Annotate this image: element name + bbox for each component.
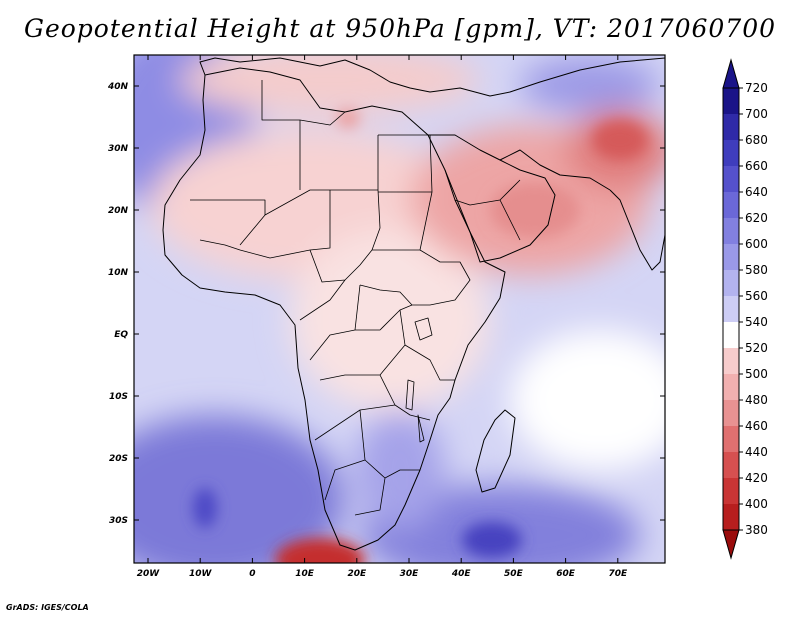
lat-label: 40N (107, 82, 129, 92)
colorbar-label: 680 (745, 133, 768, 147)
colorbar-swatch (723, 88, 739, 115)
colorbar-label: 700 (745, 107, 768, 121)
colorbar-swatch (723, 244, 739, 271)
lat-label: 10S (109, 392, 128, 402)
colorbar-top-arrow (722, 58, 740, 89)
colorbar-label: 720 (745, 81, 768, 95)
colorbar-swatch (723, 192, 739, 219)
colorbar-label: 380 (745, 523, 768, 537)
page-title: Geopotential Height at 950hPa [gpm], VT:… (23, 14, 777, 43)
shade-cape-low (275, 538, 365, 563)
lat-label: 20S (109, 454, 128, 464)
map-frame (133, 54, 666, 564)
lon-label: 40E (451, 569, 472, 579)
shade-pakistan-low (592, 120, 648, 160)
colorbar-label: 480 (745, 393, 768, 407)
colorbar-label: 500 (745, 367, 768, 381)
lon-label: 20E (347, 569, 367, 579)
lon-label: 30E (400, 569, 420, 579)
colorbar-frame (722, 87, 740, 531)
inland-lakes (405, 317, 433, 443)
colorbar-label: 660 (745, 159, 768, 173)
colorbar: 720 700 680 660 640 620 600 580 560 540 520 500 480 4… (722, 58, 768, 560)
colorbar-label: 440 (745, 445, 768, 459)
country-borders (190, 80, 521, 516)
map-panel (134, 55, 665, 563)
shade-oman (490, 182, 580, 238)
madagascar-coastline (475, 409, 516, 493)
persian-gulf-and-iran-coast (499, 149, 611, 191)
shade-atlantic-core (193, 488, 217, 528)
colorbar-swatch (723, 348, 739, 375)
colorbar-swatch (723, 114, 739, 141)
colorbar-swatch (723, 166, 739, 193)
coastlines-and-borders (162, 57, 665, 551)
footer-credit: GrADS: IGES/COLA (6, 603, 89, 612)
colorbar-label: 640 (745, 185, 768, 199)
lon-label: 60E (556, 569, 576, 579)
colorbar-swatch (723, 452, 739, 479)
colorbar-label: 400 (745, 497, 768, 511)
colorbar-label: 620 (745, 211, 768, 225)
colorbar-label: 600 (745, 237, 768, 251)
lon-label: 0 (249, 569, 255, 579)
map-axes: 20W 10W 0 10E 20E 30E 40E 50E 60E 70E 40N 30N 20N 10N… (107, 55, 665, 579)
colorbar-swatch (723, 374, 739, 401)
lat-label: 10N (108, 268, 129, 278)
lon-label: 10E (295, 569, 315, 579)
shade-iran-high (520, 57, 660, 113)
lat-label: 30S (109, 516, 128, 526)
lon-label: 50E (504, 569, 524, 579)
colorbar-swatch (723, 270, 739, 297)
lat-label: EQ (114, 330, 128, 340)
lon-label: 70E (608, 569, 628, 579)
shade-indian-ocean-white (510, 330, 665, 470)
colorbar-label: 540 (745, 315, 768, 329)
colorbar-label: 520 (745, 341, 768, 355)
colorbar-swatch (723, 478, 739, 505)
arabia-coastline (428, 134, 556, 263)
colorbar-label: 580 (745, 263, 768, 277)
colorbar-label: 460 (745, 419, 768, 433)
shade-southeast-atlantic (134, 415, 345, 563)
colorbar-swatch (723, 504, 739, 531)
colorbar-label: 560 (745, 289, 768, 303)
colorbar-label: 420 (745, 471, 768, 485)
colorbar-swatch (723, 140, 739, 167)
india-coastline (609, 189, 665, 271)
colorbar-swatch (723, 322, 739, 349)
colorbar-swatch (723, 218, 739, 245)
europe-coastline (199, 57, 665, 97)
lat-label: 20N (108, 206, 129, 216)
shade-libya-spot (336, 108, 360, 128)
height-field-detail (193, 108, 648, 563)
lon-label: 20W (137, 569, 161, 579)
colorbar-bottom-arrow (722, 529, 740, 560)
lat-label: 30N (108, 144, 129, 154)
colorbar-swatch (723, 296, 739, 323)
africa-coastline (162, 67, 506, 551)
lon-label: 10W (189, 569, 213, 579)
colorbar-swatch (723, 400, 739, 427)
colorbar-swatch (723, 426, 739, 453)
shade-indian-core (462, 522, 522, 558)
